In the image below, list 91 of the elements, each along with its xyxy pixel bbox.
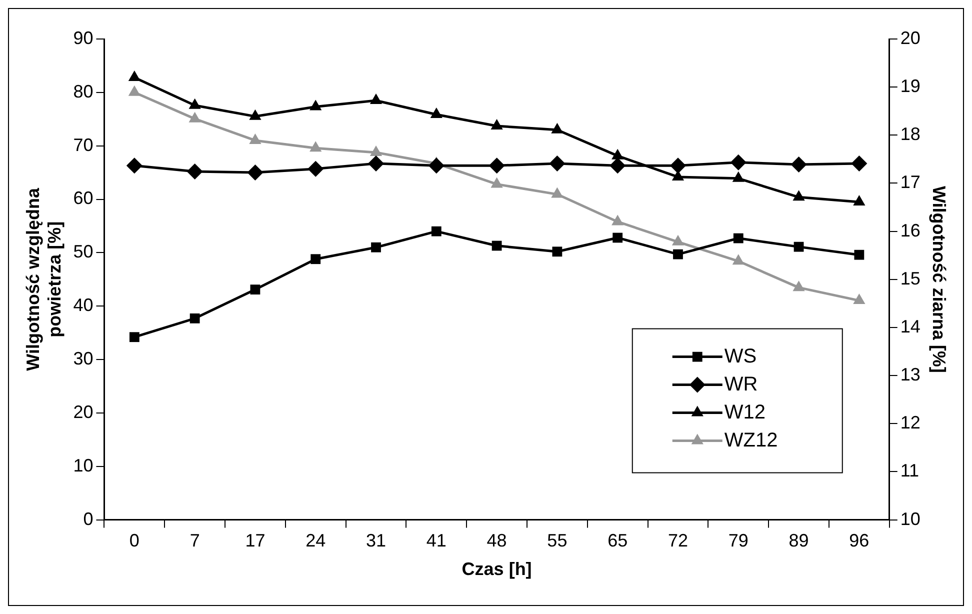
point [190, 313, 200, 324]
y-tick-label: 40 [73, 295, 94, 316]
point [490, 119, 503, 130]
point [794, 242, 804, 252]
point [370, 94, 382, 104]
point [370, 145, 382, 156]
point [551, 187, 564, 198]
point [673, 249, 683, 260]
x-axis-title: Czas [h] [462, 559, 532, 580]
point [188, 98, 201, 109]
legend-label: WZ12 [724, 429, 778, 452]
point [670, 158, 686, 174]
y2-tick-label: 10 [900, 508, 920, 529]
y2-tick-label: 17 [900, 172, 920, 192]
point [790, 156, 807, 173]
x-tick-label: 79 [728, 530, 748, 551]
x-tick-label: 17 [245, 530, 266, 551]
point [854, 250, 864, 260]
x-tick-label: 89 [788, 530, 809, 551]
y-tick-label: 90 [73, 28, 94, 48]
y-tick-label: 70 [73, 134, 94, 155]
point [610, 158, 626, 174]
point [128, 70, 140, 81]
x-tick-label: 55 [547, 530, 568, 551]
point [732, 171, 744, 182]
x-tick-label: 41 [426, 530, 446, 551]
y2-tick-label: 20 [900, 28, 920, 48]
point [851, 155, 868, 172]
y2-tick-label: 16 [900, 220, 920, 240]
y2-axis-title: Wilgotność ziarna [%] [929, 186, 950, 373]
y-tick-label: 20 [73, 402, 94, 422]
x-tick-label: 48 [486, 530, 507, 551]
y2-tick-label: 15 [900, 268, 920, 288]
point [492, 240, 502, 251]
y-tick-label: 30 [73, 348, 94, 368]
y2-tick-label: 19 [900, 76, 920, 96]
point [552, 246, 562, 257]
point [490, 177, 503, 188]
point [853, 294, 866, 304]
point [730, 154, 746, 170]
point [188, 112, 201, 122]
point [431, 226, 442, 236]
x-tick-label: 0 [129, 530, 140, 551]
point [612, 232, 623, 243]
y-tick-label: 60 [73, 188, 94, 208]
legend-label: WS [724, 345, 757, 368]
point [126, 158, 142, 174]
point [792, 190, 805, 201]
point [250, 284, 260, 294]
point [732, 254, 744, 265]
point [672, 234, 684, 246]
legend-label: W12 [724, 401, 766, 424]
y2-tick-label: 12 [900, 412, 920, 433]
point [129, 332, 140, 342]
point [488, 158, 505, 174]
x-tick-label: 72 [668, 530, 688, 551]
point [249, 109, 262, 120]
point [368, 155, 384, 172]
y2-tick-label: 18 [900, 124, 920, 144]
x-tick-label: 65 [608, 530, 628, 551]
point [549, 155, 566, 172]
x-tick-label: 24 [306, 530, 326, 551]
point [853, 194, 866, 206]
point [430, 107, 442, 118]
y-tick-label: 50 [73, 242, 94, 262]
y2-tick-label: 11 [900, 460, 920, 481]
point [733, 233, 744, 244]
point [249, 133, 262, 144]
point [612, 148, 624, 160]
x-tick-label: 96 [849, 530, 870, 551]
point [612, 214, 624, 226]
y-tick-label: 0 [83, 508, 94, 529]
x-tick-label: 7 [190, 530, 200, 551]
point [428, 158, 444, 174]
point [247, 164, 264, 181]
point [128, 85, 140, 96]
point [308, 160, 324, 177]
point [792, 280, 805, 292]
point [310, 254, 321, 264]
legend-label: WR [724, 373, 758, 396]
y-tick-label: 10 [73, 455, 94, 476]
y-tick-label: 80 [73, 81, 94, 102]
y2-tick-label: 13 [900, 364, 920, 385]
point [310, 141, 322, 152]
point [186, 163, 203, 180]
point [551, 122, 564, 134]
y2-tick-label: 14 [900, 316, 920, 336]
point [371, 242, 381, 252]
x-tick-label: 31 [366, 530, 386, 551]
point [310, 100, 322, 110]
y-axis-title: Wilgotność względna powietrza [%] [22, 186, 64, 371]
